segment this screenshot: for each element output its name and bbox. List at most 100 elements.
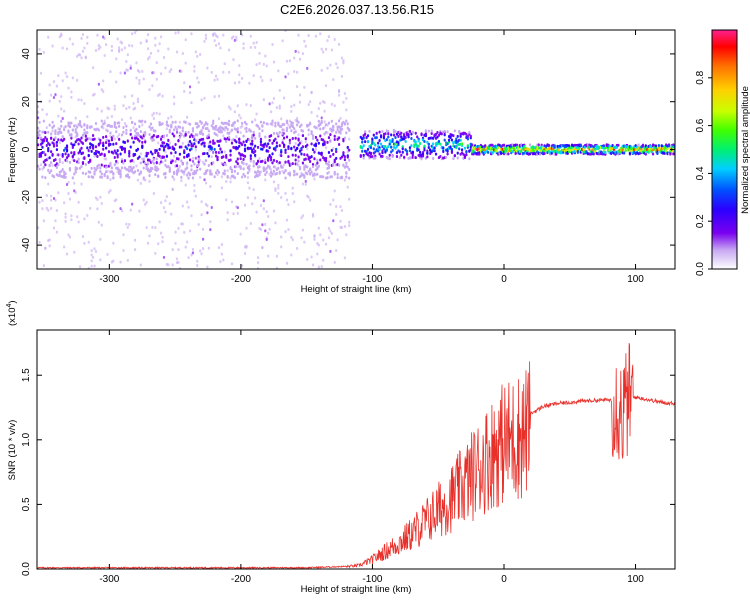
heatmap-cell xyxy=(346,185,349,189)
heatmap-cell xyxy=(162,134,166,138)
heatmap-cell xyxy=(410,137,413,141)
heatmap-cell xyxy=(139,181,142,185)
heatmap-cell xyxy=(236,104,239,108)
heatmap-cell xyxy=(420,157,423,161)
heatmap-cell xyxy=(251,142,254,146)
heatmap-cell xyxy=(284,151,287,155)
heatmap-cell xyxy=(209,170,212,174)
heatmap-cell xyxy=(106,169,109,173)
heatmap-cell xyxy=(300,236,303,240)
heatmap-cell xyxy=(417,144,420,148)
y-tick-label: 20 xyxy=(21,96,32,108)
heatmap-cell xyxy=(164,150,167,154)
heatmap-cell xyxy=(188,140,192,144)
heatmap-cell xyxy=(190,214,193,218)
heatmap-cell xyxy=(204,33,208,37)
heatmap-cell xyxy=(449,145,452,149)
heatmap-cell xyxy=(193,135,196,139)
heatmap-cell xyxy=(236,211,239,215)
snr-frame xyxy=(36,329,676,570)
heatmap-cell xyxy=(326,131,329,135)
heatmap-cell xyxy=(261,245,264,249)
heatmap-cell xyxy=(319,32,322,36)
heatmap-cell xyxy=(70,121,73,125)
heatmap-cell xyxy=(264,229,267,233)
heatmap-cell xyxy=(177,169,180,173)
heatmap-cell xyxy=(162,206,166,210)
heatmap-cell xyxy=(132,160,135,164)
heatmap-cell xyxy=(186,240,189,244)
heatmap-cell xyxy=(236,119,239,123)
heatmap-cell xyxy=(109,177,112,181)
heatmap-cell xyxy=(326,66,329,70)
heatmap-cell xyxy=(405,152,409,156)
heatmap-cell xyxy=(272,180,276,184)
heatmap-cell xyxy=(314,148,318,152)
heatmap-cell xyxy=(326,176,329,180)
heatmap-cell xyxy=(255,112,258,116)
heatmap-cell xyxy=(57,74,60,78)
heatmap-cell xyxy=(94,122,98,126)
heatmap-cell xyxy=(416,135,419,139)
heatmap-cell xyxy=(271,141,274,145)
heatmap-cell xyxy=(319,233,322,237)
heatmap-cell xyxy=(313,157,316,161)
heatmap-cell xyxy=(287,155,290,159)
heatmap-cell xyxy=(191,247,195,251)
heatmap-cell xyxy=(300,123,303,127)
heatmap-cell xyxy=(300,216,303,220)
heatmap-cell xyxy=(67,86,70,90)
heatmap-cell xyxy=(342,59,345,63)
heatmap-cell xyxy=(290,253,293,257)
heatmap-cell xyxy=(226,218,229,222)
heatmap-cell xyxy=(228,123,231,127)
heatmap-cell xyxy=(125,124,128,128)
heatmap-cell xyxy=(245,244,248,248)
heatmap-cell xyxy=(304,157,307,161)
heatmap-cell xyxy=(164,176,167,180)
heatmap-cell xyxy=(183,155,186,159)
heatmap-cell xyxy=(210,205,213,209)
heatmap-cell xyxy=(229,149,232,153)
heatmap-cell xyxy=(527,147,530,151)
heatmap-cell xyxy=(320,151,323,155)
heatmap-cell xyxy=(293,127,296,131)
heatmap-cell xyxy=(45,126,48,130)
heatmap-cell xyxy=(116,37,119,41)
heatmap-cell xyxy=(58,127,61,131)
heatmap-cell xyxy=(641,144,645,148)
heatmap-cell xyxy=(277,166,280,170)
heatmap-cell xyxy=(327,163,331,167)
heatmap-cell xyxy=(384,132,387,136)
heatmap-cell xyxy=(201,137,205,141)
heatmap-cell xyxy=(183,151,186,155)
heatmap-cell xyxy=(345,175,348,179)
heatmap-cell xyxy=(324,84,328,88)
x-tick-label: 100 xyxy=(627,574,644,585)
heatmap-cell xyxy=(667,144,671,148)
heatmap-cell xyxy=(149,150,153,154)
heatmap-cell xyxy=(71,155,74,159)
heatmap-cell xyxy=(83,217,86,221)
heatmap-cell xyxy=(199,167,202,171)
heatmap-cell xyxy=(204,36,208,40)
heatmap-cell xyxy=(201,125,205,129)
heatmap-cell xyxy=(319,123,322,127)
heatmap-cell xyxy=(52,124,56,128)
colorbar-tick-label: 0.6 xyxy=(695,118,706,132)
snr-series-line xyxy=(37,343,675,569)
heatmap-cell xyxy=(241,124,244,128)
heatmap-cell xyxy=(190,253,193,257)
heatmap-cell xyxy=(384,150,387,154)
heatmap-cell xyxy=(142,77,145,81)
heatmap-cell xyxy=(125,222,128,226)
heatmap-cell xyxy=(61,161,64,165)
heatmap-cell xyxy=(293,169,296,173)
heatmap-cell xyxy=(232,212,235,216)
heatmap-cell xyxy=(217,94,221,98)
heatmap-cell xyxy=(144,161,147,165)
x-tick-label: -100 xyxy=(362,574,382,585)
heatmap-cell xyxy=(203,178,206,182)
heatmap-cell xyxy=(336,238,339,242)
